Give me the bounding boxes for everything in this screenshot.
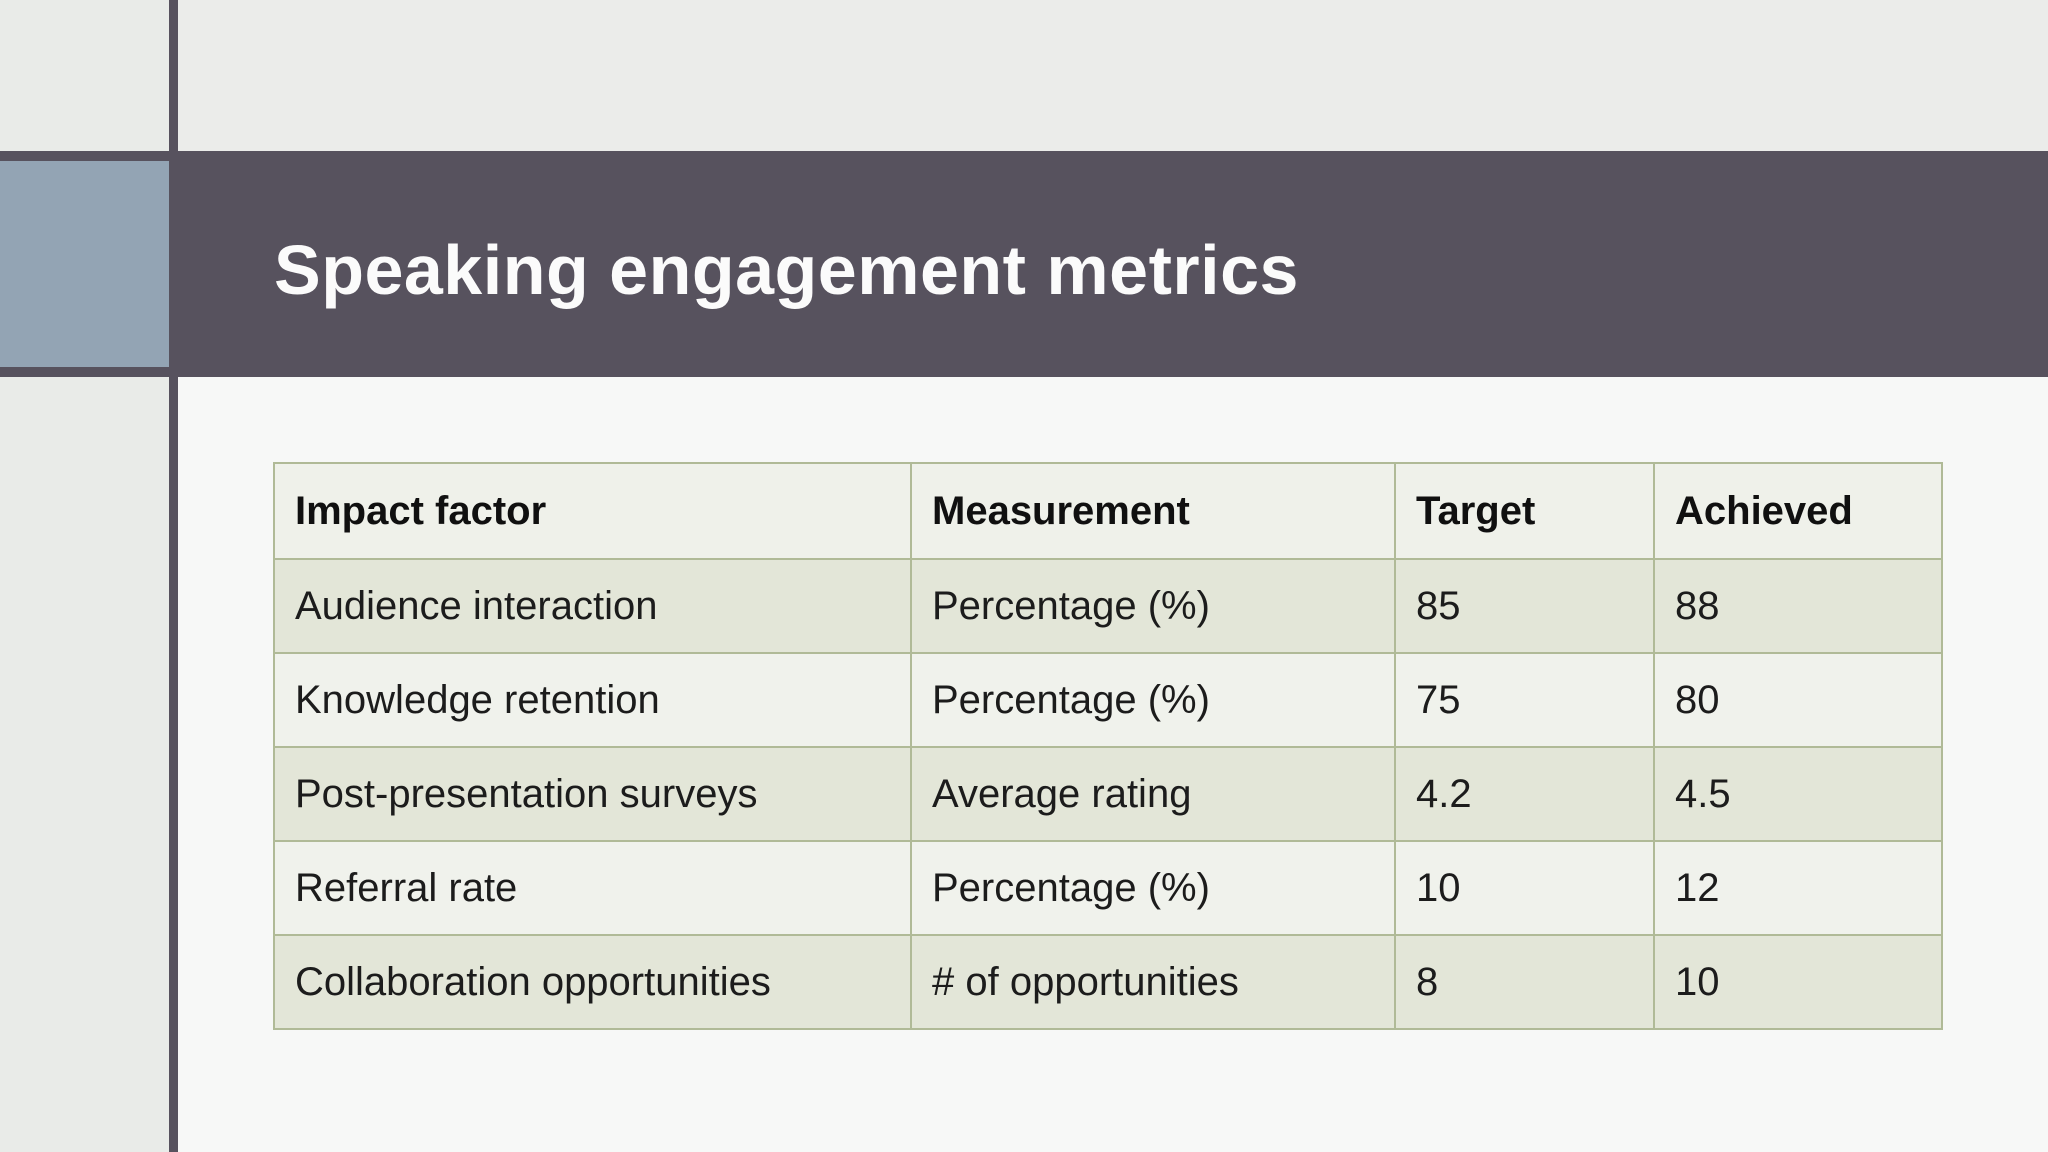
table-row: Post-presentation surveys Average rating… <box>273 746 1943 842</box>
accent-square <box>0 161 169 367</box>
table-cell-impact-factor: Collaboration opportunities <box>273 934 912 1030</box>
title-band <box>0 151 2048 377</box>
column-header-measurement: Measurement <box>910 462 1396 560</box>
table-cell-achieved: 12 <box>1653 840 1943 936</box>
table-cell-measurement: Average rating <box>910 746 1396 842</box>
table-row: Knowledge retention Percentage (%) 75 80 <box>273 652 1943 748</box>
table-cell-target: 10 <box>1394 840 1655 936</box>
column-header-achieved: Achieved <box>1653 462 1943 560</box>
vertical-accent-rule <box>169 0 178 1152</box>
table-cell-impact-factor: Audience interaction <box>273 558 912 654</box>
table-cell-impact-factor: Post-presentation surveys <box>273 746 912 842</box>
header-background <box>178 0 2048 151</box>
table-cell-achieved: 4.5 <box>1653 746 1943 842</box>
table-cell-measurement: Percentage (%) <box>910 558 1396 654</box>
table-cell-target: 85 <box>1394 558 1655 654</box>
table-cell-target: 4.2 <box>1394 746 1655 842</box>
column-header-impact-factor: Impact factor <box>273 462 912 560</box>
slide-title: Speaking engagement metrics <box>274 231 1299 309</box>
table-row: Referral rate Percentage (%) 10 12 <box>273 840 1943 936</box>
metrics-table: Impact factor Measurement Target Achieve… <box>273 462 1943 1030</box>
table-cell-measurement: Percentage (%) <box>910 840 1396 936</box>
table-header-row: Impact factor Measurement Target Achieve… <box>273 462 1943 560</box>
table-cell-target: 8 <box>1394 934 1655 1030</box>
table-row: Collaboration opportunities # of opportu… <box>273 934 1943 1030</box>
table-cell-achieved: 80 <box>1653 652 1943 748</box>
table-row: Audience interaction Percentage (%) 85 8… <box>273 558 1943 654</box>
table-cell-impact-factor: Referral rate <box>273 840 912 936</box>
column-header-target: Target <box>1394 462 1655 560</box>
table-cell-achieved: 10 <box>1653 934 1943 1030</box>
table-cell-impact-factor: Knowledge retention <box>273 652 912 748</box>
table-cell-measurement: # of opportunities <box>910 934 1396 1030</box>
table-cell-achieved: 88 <box>1653 558 1943 654</box>
table-cell-measurement: Percentage (%) <box>910 652 1396 748</box>
table-cell-target: 75 <box>1394 652 1655 748</box>
